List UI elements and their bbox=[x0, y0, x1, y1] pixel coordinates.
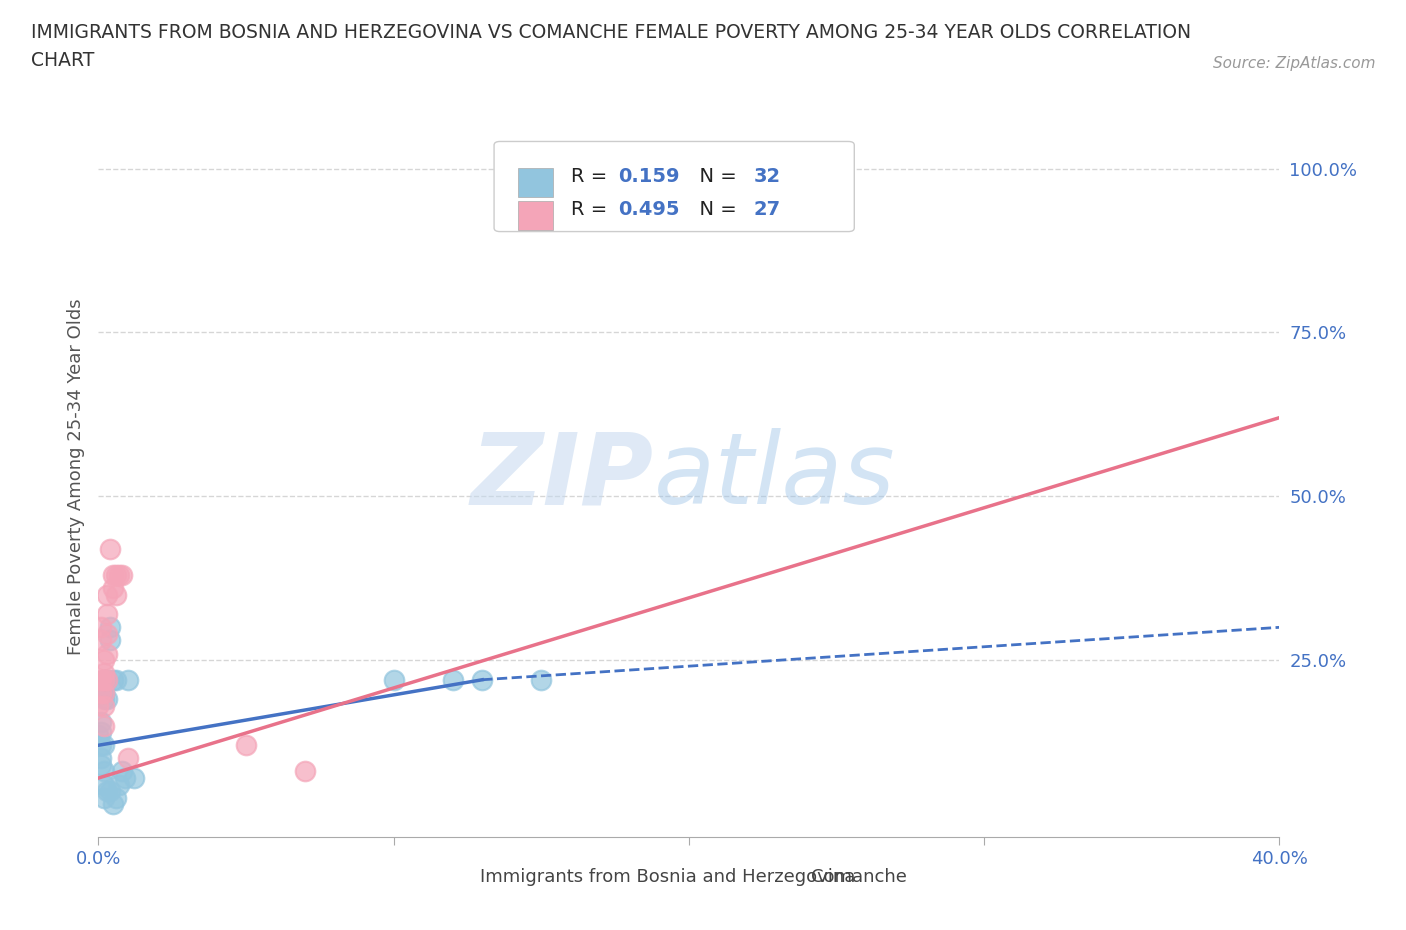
Text: Comanche: Comanche bbox=[811, 868, 907, 885]
FancyBboxPatch shape bbox=[517, 201, 553, 230]
Point bbox=[93, 698, 115, 713]
Point bbox=[96, 646, 118, 661]
Text: N =: N = bbox=[686, 200, 742, 219]
Text: IMMIGRANTS FROM BOSNIA AND HERZEGOVINA VS COMANCHE FEMALE POVERTY AMONG 25-34 YE: IMMIGRANTS FROM BOSNIA AND HERZEGOVINA V… bbox=[31, 23, 1191, 42]
FancyBboxPatch shape bbox=[494, 141, 855, 232]
Point bbox=[90, 737, 112, 752]
Point bbox=[96, 784, 118, 799]
Text: 32: 32 bbox=[754, 167, 780, 186]
Point bbox=[619, 161, 641, 176]
Point bbox=[108, 567, 131, 582]
Point bbox=[93, 790, 115, 805]
Point bbox=[93, 718, 115, 733]
Point bbox=[117, 751, 139, 765]
Text: 27: 27 bbox=[754, 200, 780, 219]
Point bbox=[98, 620, 121, 635]
Point bbox=[103, 672, 125, 687]
Text: atlas: atlas bbox=[654, 428, 896, 525]
Point bbox=[122, 771, 145, 786]
Point bbox=[103, 797, 125, 812]
Text: 0.159: 0.159 bbox=[619, 167, 679, 186]
Point bbox=[103, 580, 125, 595]
Point bbox=[98, 784, 121, 799]
Point bbox=[105, 672, 128, 687]
Point bbox=[103, 567, 125, 582]
Point bbox=[93, 672, 115, 687]
Point bbox=[90, 620, 112, 635]
Text: R =: R = bbox=[571, 167, 613, 186]
Text: ZIP: ZIP bbox=[471, 428, 654, 525]
Point bbox=[441, 672, 464, 687]
Point bbox=[87, 728, 110, 743]
Point bbox=[98, 541, 121, 556]
Point bbox=[90, 715, 112, 730]
Point bbox=[111, 567, 134, 582]
Point bbox=[90, 672, 112, 687]
Point bbox=[98, 633, 121, 648]
Point bbox=[235, 737, 257, 752]
Point bbox=[96, 672, 118, 687]
Point bbox=[93, 737, 115, 752]
Text: R =: R = bbox=[571, 200, 613, 219]
Point bbox=[96, 587, 118, 602]
Point bbox=[93, 653, 115, 668]
Point bbox=[93, 672, 115, 687]
Point bbox=[90, 757, 112, 772]
Point bbox=[111, 764, 134, 779]
FancyBboxPatch shape bbox=[517, 168, 553, 197]
Point bbox=[471, 672, 494, 687]
Point bbox=[96, 692, 118, 707]
Point bbox=[105, 567, 128, 582]
Text: 0.495: 0.495 bbox=[619, 200, 679, 219]
FancyBboxPatch shape bbox=[766, 865, 801, 890]
Text: CHART: CHART bbox=[31, 51, 94, 70]
Point bbox=[96, 627, 118, 642]
Point bbox=[90, 751, 112, 765]
Point bbox=[93, 685, 115, 700]
Point bbox=[93, 685, 115, 700]
Point bbox=[93, 777, 115, 792]
Text: N =: N = bbox=[686, 167, 742, 186]
Point bbox=[96, 606, 118, 621]
Point bbox=[294, 764, 316, 779]
Y-axis label: Female Poverty Among 25-34 Year Olds: Female Poverty Among 25-34 Year Olds bbox=[66, 299, 84, 655]
Point bbox=[90, 685, 112, 700]
Point bbox=[96, 672, 118, 687]
Point bbox=[93, 764, 115, 779]
Point bbox=[93, 666, 115, 681]
Point bbox=[530, 672, 553, 687]
Text: Source: ZipAtlas.com: Source: ZipAtlas.com bbox=[1212, 56, 1375, 71]
Text: Immigrants from Bosnia and Herzegovina: Immigrants from Bosnia and Herzegovina bbox=[479, 868, 855, 885]
Point bbox=[108, 777, 131, 792]
Point bbox=[93, 692, 115, 707]
Point bbox=[117, 672, 139, 687]
Point bbox=[90, 633, 112, 648]
Point bbox=[105, 587, 128, 602]
Point bbox=[114, 771, 136, 786]
Point bbox=[90, 724, 112, 739]
Point bbox=[105, 790, 128, 805]
Point bbox=[87, 698, 110, 713]
FancyBboxPatch shape bbox=[434, 865, 471, 890]
Point bbox=[382, 672, 405, 687]
